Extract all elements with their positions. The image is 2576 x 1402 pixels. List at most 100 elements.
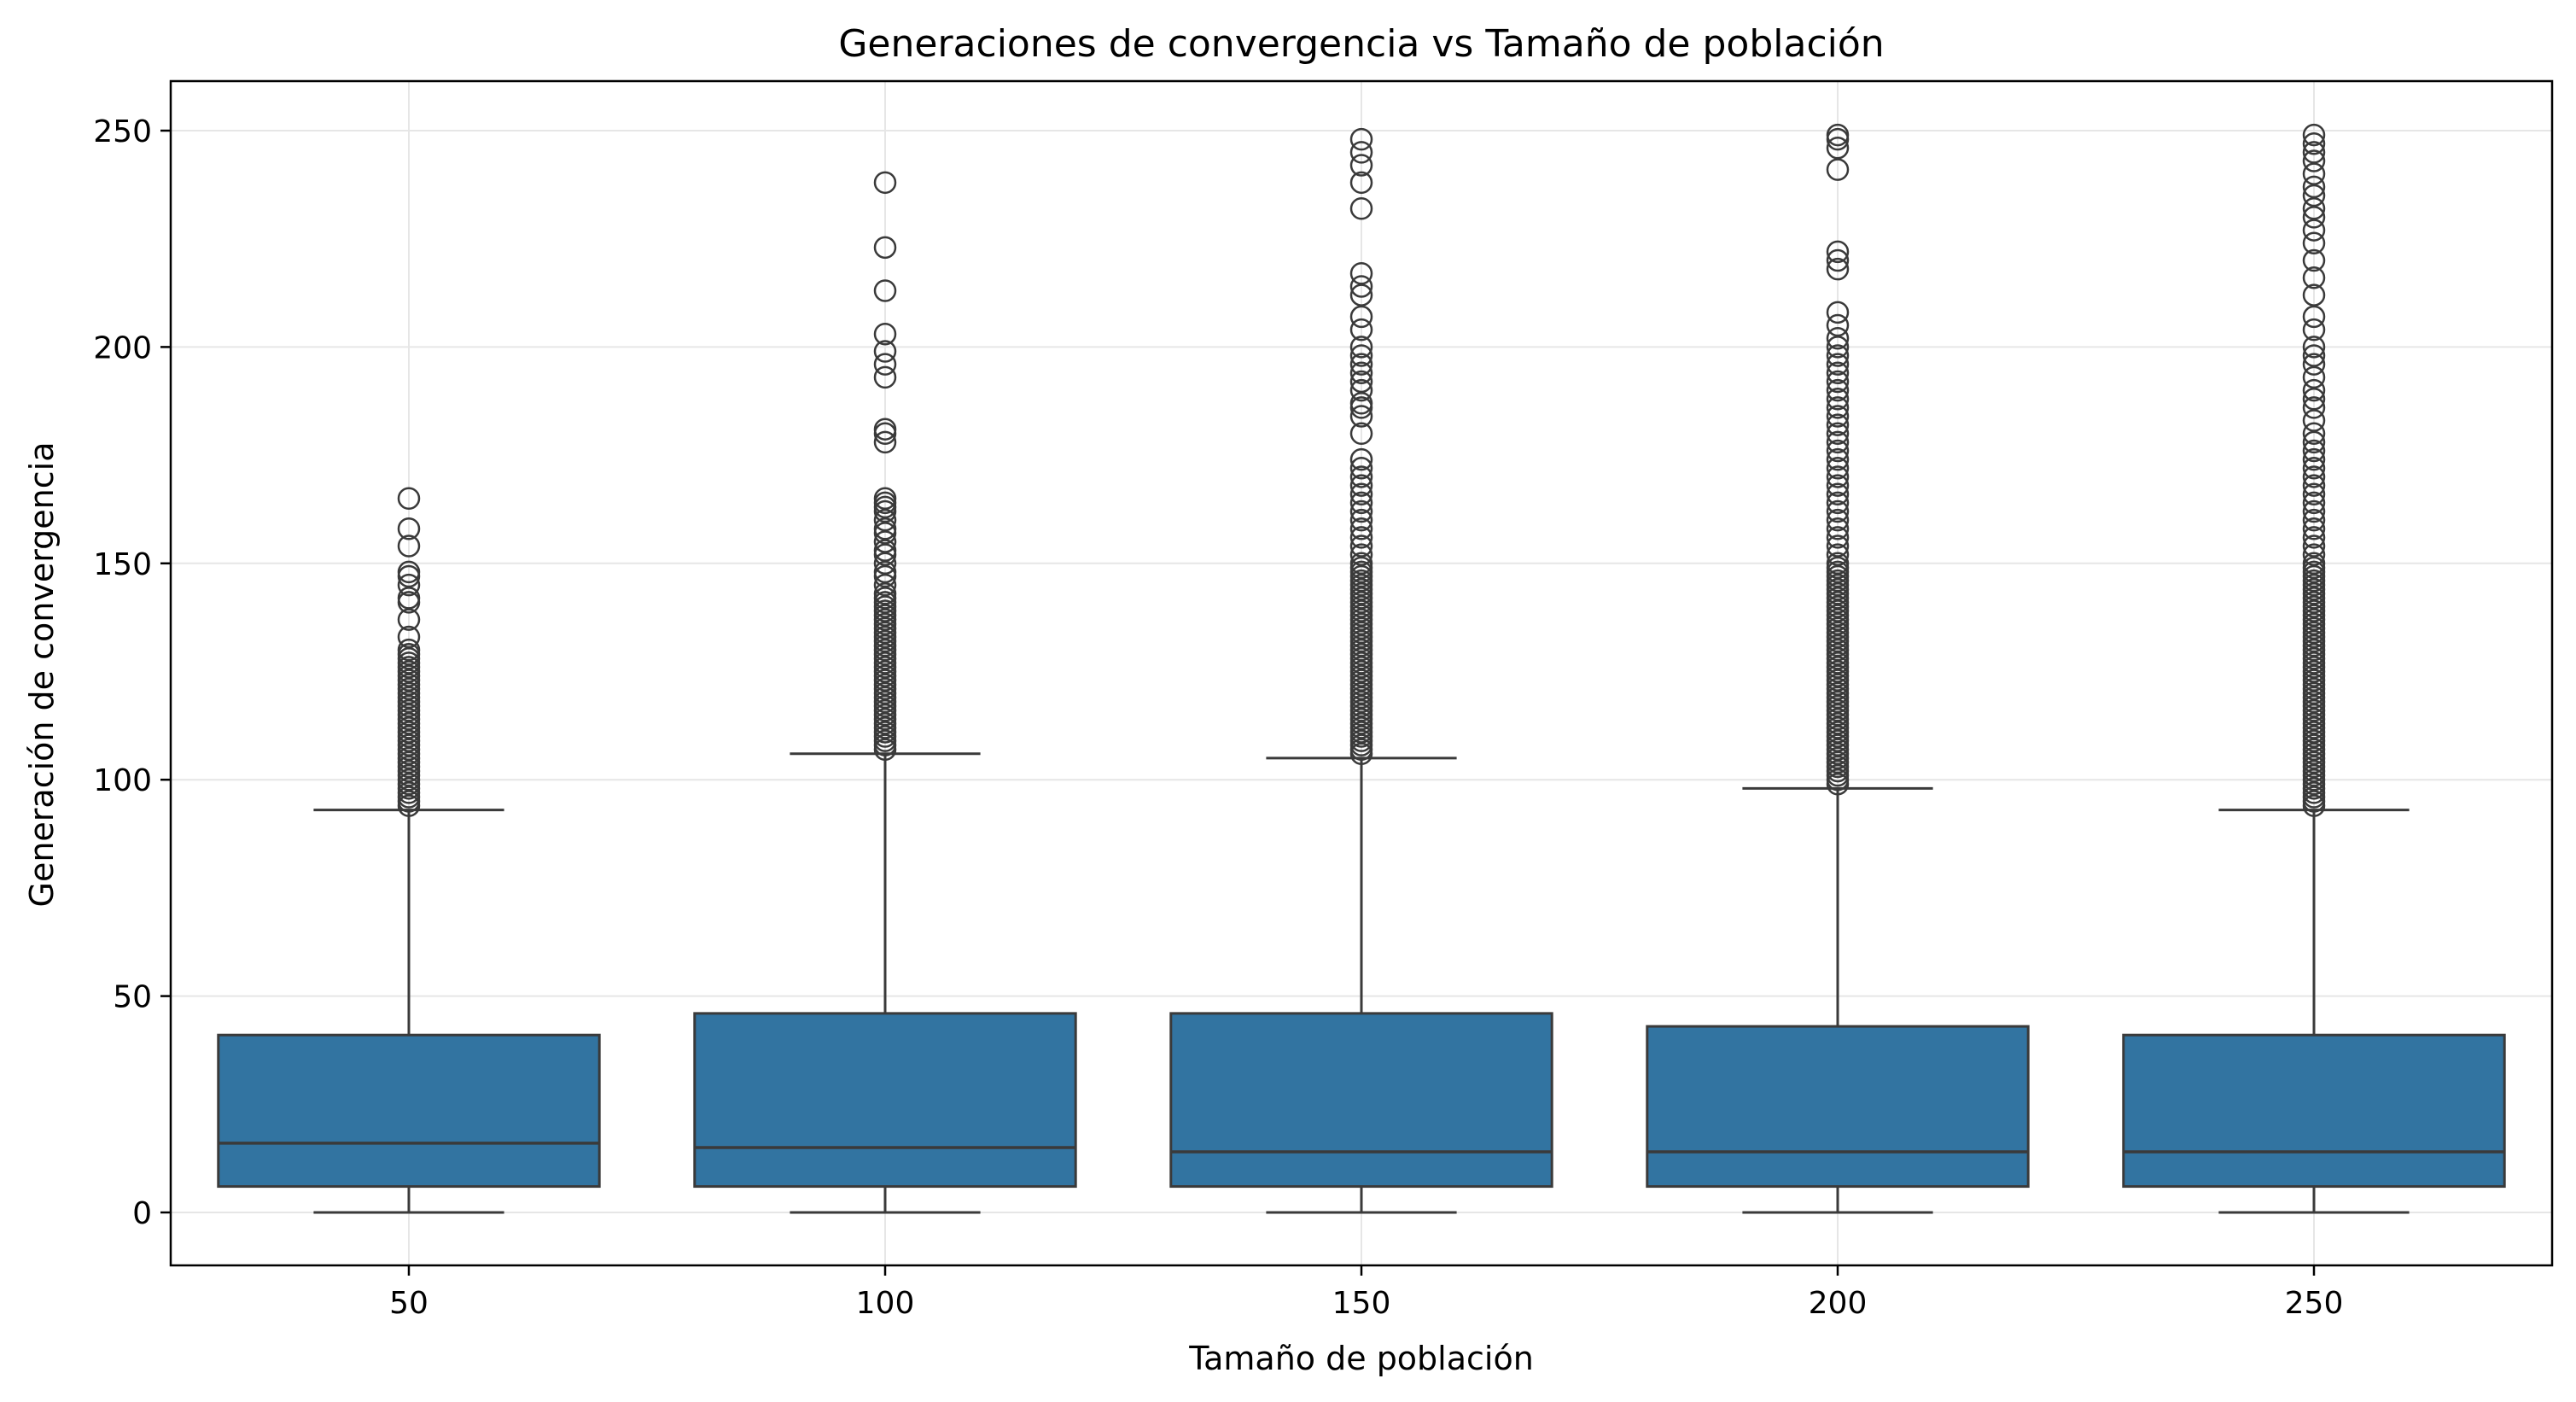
y-axis-label: Generación de convergencia xyxy=(23,441,61,907)
outlier-point xyxy=(2302,430,2326,454)
axis-ticks: 0 50 100 150 200 250 50 100 150 200 250 xyxy=(93,114,2343,1321)
outlier-point xyxy=(873,236,897,260)
outliers-50 xyxy=(397,487,421,817)
outlier-point xyxy=(1349,422,1373,446)
outlier-point xyxy=(1349,474,1373,497)
outlier-point xyxy=(1826,405,1850,428)
outlier-point xyxy=(1826,137,1850,160)
outlier-point xyxy=(1349,141,1373,164)
box-100 xyxy=(693,752,1077,1214)
outlier-point xyxy=(1826,344,1850,367)
outlier-point xyxy=(397,535,421,558)
outlier-point xyxy=(1349,535,1373,558)
outlier-point xyxy=(1826,413,1850,436)
outlier-point xyxy=(1349,370,1373,394)
outlier-point xyxy=(1349,344,1373,367)
outlier-point xyxy=(873,430,897,454)
outlier-point xyxy=(873,353,897,376)
x-axis-label: Tamaño de población xyxy=(1188,1340,1534,1377)
outlier-point xyxy=(2302,439,2326,463)
outlier-point xyxy=(2302,535,2326,558)
outliers-200 xyxy=(1826,123,1850,796)
outlier-point xyxy=(2302,409,2326,432)
outlier-point xyxy=(2302,387,2326,411)
outlier-point xyxy=(2302,422,2326,446)
x-tick-label: 150 xyxy=(1332,1286,1391,1321)
outlier-point xyxy=(2302,305,2326,329)
outlier-point xyxy=(873,530,897,553)
outlier-point xyxy=(2302,365,2326,389)
outlier-point xyxy=(1349,405,1373,428)
outlier-point xyxy=(1349,261,1373,285)
outlier-point xyxy=(1349,465,1373,488)
outlier-point xyxy=(1826,499,1850,523)
outlier-point xyxy=(1349,552,1373,575)
outlier-point xyxy=(2302,491,2326,515)
outlier-point xyxy=(2302,447,2326,471)
outlier-point xyxy=(2302,175,2326,199)
outliers-100 xyxy=(873,171,897,761)
outlier-point xyxy=(873,487,897,511)
outlier-point xyxy=(1826,552,1850,575)
outlier-point xyxy=(2302,465,2326,488)
outlier-point xyxy=(1826,422,1850,446)
outlier-point xyxy=(397,638,421,662)
outlier-point xyxy=(2302,123,2326,147)
outlier-point xyxy=(2302,344,2326,367)
outlier-point xyxy=(873,517,897,540)
outlier-point xyxy=(1349,127,1373,151)
outlier-point xyxy=(2302,231,2326,255)
outlier-point xyxy=(397,560,421,584)
outlier-point xyxy=(1826,370,1850,394)
outlier-point xyxy=(2302,543,2326,566)
box-250 xyxy=(2122,809,2506,1214)
outlier-point xyxy=(1349,378,1373,402)
outlier-point xyxy=(1349,361,1373,385)
outlier-point xyxy=(1349,305,1373,329)
outlier-point xyxy=(2302,206,2326,229)
outlier-point xyxy=(1349,154,1373,177)
outlier-point xyxy=(2302,474,2326,497)
outlier-point xyxy=(2302,526,2326,549)
outlier-point xyxy=(2302,283,2326,307)
outlier-point xyxy=(2302,219,2326,242)
outlier-point xyxy=(2302,184,2326,207)
chart-title: Generaciones de convergencia vs Tamaño d… xyxy=(838,22,1884,66)
outlier-point xyxy=(1826,517,1850,540)
outlier-point xyxy=(873,340,897,363)
outlier-point xyxy=(1349,508,1373,532)
outlier-point xyxy=(1826,491,1850,515)
outlier-point xyxy=(2302,162,2326,185)
outlier-point xyxy=(1826,248,1850,272)
outlier-point xyxy=(873,552,897,575)
outlier-point xyxy=(1349,283,1373,307)
outlier-point xyxy=(1349,171,1373,195)
x-tick-label: 250 xyxy=(2285,1286,2344,1321)
outlier-point xyxy=(1826,301,1850,324)
iqr-box xyxy=(1646,1025,2030,1189)
outlier-point xyxy=(1826,123,1850,147)
outlier-point xyxy=(1826,508,1850,532)
outlier-point xyxy=(873,560,897,584)
outlier-point xyxy=(397,587,421,610)
outlier-point xyxy=(2302,517,2326,540)
outlier-point xyxy=(1349,318,1373,342)
outlier-point xyxy=(1826,439,1850,463)
outlier-point xyxy=(2302,141,2326,164)
outlier-point xyxy=(397,625,421,649)
outlier-point xyxy=(1826,158,1850,181)
y-tick-label: 100 xyxy=(93,763,152,798)
outlier-point xyxy=(1349,543,1373,566)
y-tick-label: 0 xyxy=(132,1196,152,1231)
outlier-point xyxy=(1826,465,1850,488)
outlier-point xyxy=(2302,196,2326,220)
outlier-point xyxy=(1826,378,1850,402)
outlier-point xyxy=(397,487,421,511)
outlier-point xyxy=(2302,266,2326,289)
outlier-point xyxy=(1826,447,1850,471)
outlier-point xyxy=(1826,543,1850,566)
outlier-point xyxy=(1826,353,1850,376)
outlier-point xyxy=(1349,526,1373,549)
outlier-point xyxy=(1826,327,1850,350)
